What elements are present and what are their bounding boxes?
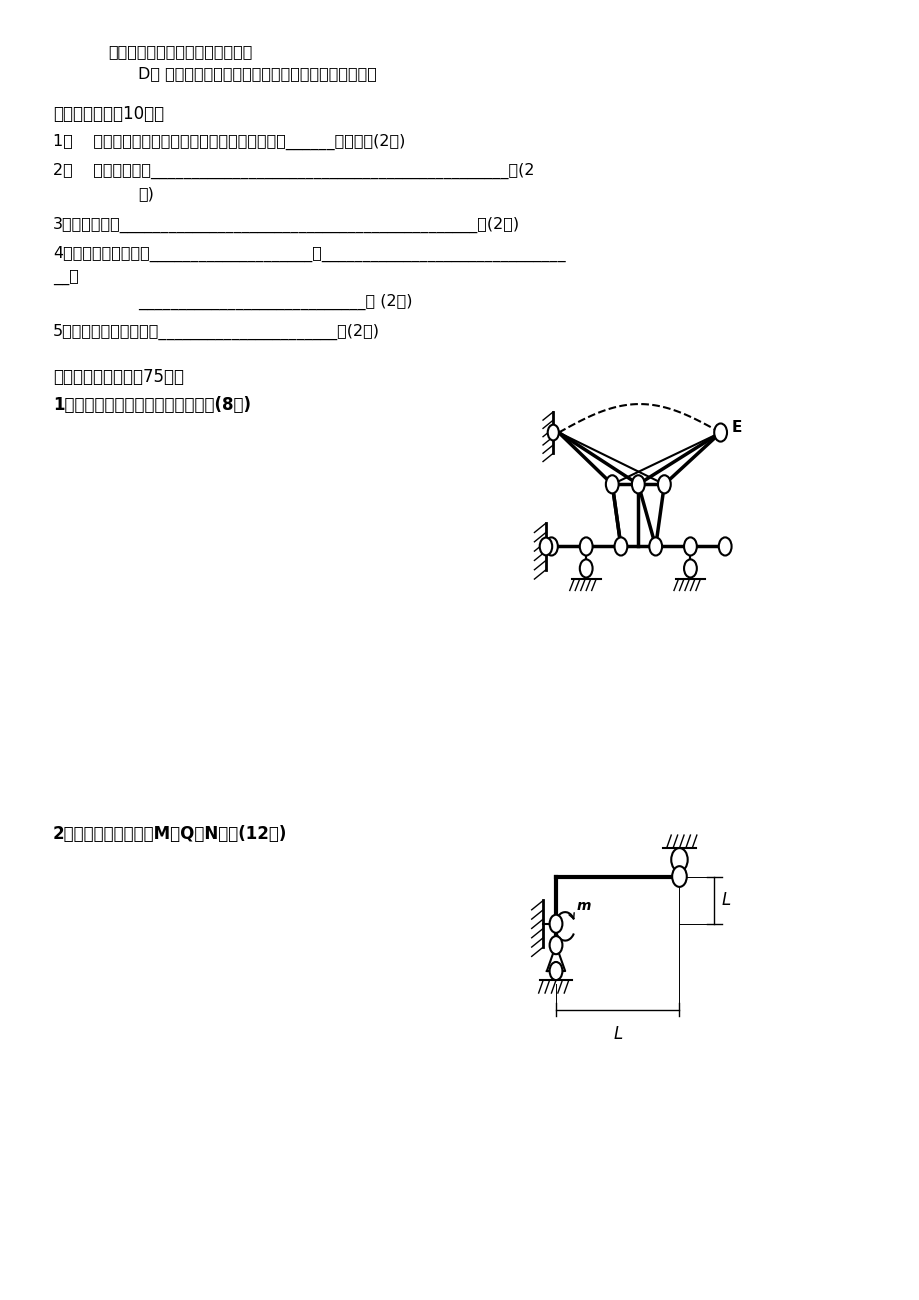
Circle shape — [549, 962, 562, 980]
Circle shape — [549, 915, 562, 933]
Circle shape — [631, 476, 644, 494]
Circle shape — [547, 425, 558, 441]
Circle shape — [614, 537, 627, 555]
Text: 2、    二元体规则是____________________________________________。(2: 2、 二元体规则是_______________________________… — [53, 164, 534, 179]
Text: E: E — [731, 420, 741, 436]
Circle shape — [579, 559, 592, 577]
Circle shape — [579, 537, 592, 555]
Text: ____________________________； (2分): ____________________________； (2分) — [138, 294, 412, 311]
Circle shape — [539, 538, 551, 555]
Text: 4、桁架的三个条件是____________________；______________________________: 4、桁架的三个条件是____________________；_________… — [53, 246, 565, 263]
Text: D： 第一个位移产生的力等于第二个位移力产生的力。: D： 第一个位移产生的力等于第二个位移力产生的力。 — [138, 66, 377, 81]
Circle shape — [713, 424, 726, 442]
Circle shape — [684, 537, 696, 555]
Text: 2、计算图示屚架，画M、Q、N图。(12分): 2、计算图示屚架，画M、Q、N图。(12分) — [53, 824, 287, 842]
Text: 三、计算分析题：（75分）: 三、计算分析题：（75分） — [53, 368, 184, 386]
Circle shape — [649, 537, 662, 555]
Text: 3、拱的定义为____________________________________________。(2分): 3、拱的定义为_________________________________… — [53, 216, 519, 233]
Circle shape — [718, 537, 731, 555]
Text: L: L — [612, 1026, 621, 1044]
Circle shape — [672, 866, 686, 887]
Text: 1、    切断受弯杆后再加入一个单铸，相当于去掉了______个约束。(2分): 1、 切断受弯杆后再加入一个单铸，相当于去掉了______个约束。(2分) — [53, 134, 405, 150]
Circle shape — [657, 476, 670, 494]
Text: L: L — [720, 892, 730, 909]
Text: __；: __； — [53, 269, 79, 285]
Text: 分): 分) — [138, 187, 153, 202]
Circle shape — [606, 476, 618, 494]
Circle shape — [549, 936, 562, 954]
Text: m: m — [575, 900, 590, 914]
Circle shape — [544, 537, 557, 555]
Text: 5、求结构位移的原理是______________________。(2分): 5、求结构位移的原理是______________________。(2分) — [53, 324, 380, 341]
Text: 第一个单位位移方向上产生的力。: 第一个单位位移方向上产生的力。 — [108, 44, 252, 60]
Text: 1、对图示体系进行几何组成分析。(8分): 1、对图示体系进行几何组成分析。(8分) — [53, 396, 251, 415]
Text: 二、填空题：（10分）: 二、填空题：（10分） — [53, 105, 164, 124]
Circle shape — [684, 559, 696, 577]
